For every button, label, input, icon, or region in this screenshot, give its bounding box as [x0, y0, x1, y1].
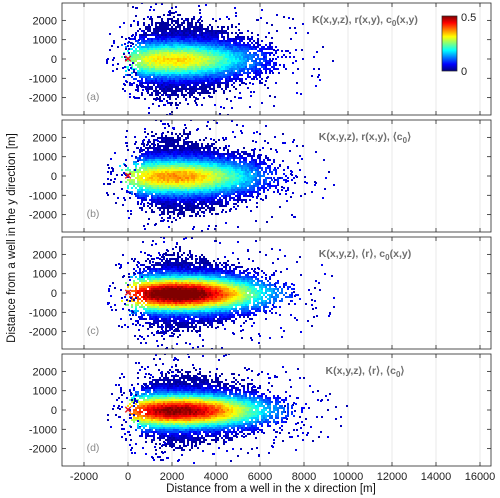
x-tick-label: 14000: [421, 471, 452, 483]
y-tick-label: 1000: [33, 152, 57, 164]
y-tick-label: 0: [51, 405, 57, 417]
well-marker: ×: [124, 285, 132, 300]
y-tick-label: -1000: [29, 190, 57, 202]
well-marker: ×: [124, 168, 132, 183]
y-tick-label: -2000: [29, 444, 57, 456]
y-tick-label: 0: [51, 54, 57, 66]
plume-heatmap: [107, 237, 335, 349]
y-tick-label: -2000: [29, 327, 57, 339]
y-tick-label: 1000: [33, 386, 57, 398]
x-tick-label: 16000: [465, 471, 496, 483]
panel-letter: (c): [87, 325, 99, 337]
y-tick-label: -2000: [29, 210, 57, 222]
x-axis-label: Distance from a well in the x direction …: [166, 483, 376, 495]
y-tick-label: 0: [51, 288, 57, 300]
colorbar-min-label: 0: [461, 66, 467, 78]
y-tick-label: -1000: [29, 307, 57, 319]
panel-c: × 2000 1000 0 -1000 -2000 K(x,y,z), ⟨r⟩, c0(x,…: [29, 236, 492, 350]
y-tick-label: 2000: [33, 366, 57, 378]
y-tick-label: 2000: [33, 15, 57, 27]
plume-heatmap: [107, 354, 348, 464]
y-tick-label: 2000: [33, 249, 57, 261]
panel-a: × 2000 1000 0 -1000 -2000 K(x,y,z), r(x,y), c0…: [29, 2, 492, 116]
x-tick-label: 12000: [377, 471, 408, 483]
colorbar-max-label: 0.5: [461, 12, 476, 24]
panel-letter: (d): [87, 442, 100, 454]
panel-title: K(x,y,z), r(x,y), c0(x,y): [312, 14, 418, 28]
y-tick-label: 0: [51, 171, 57, 183]
y-tick-label: -1000: [29, 424, 57, 436]
y-tick-label: 1000: [33, 269, 57, 281]
y-tick-label: 2000: [33, 132, 57, 144]
x-tick-label: 2000: [160, 471, 184, 483]
y-axis-label: Distance from a well in the y direction …: [6, 133, 18, 343]
well-marker: ×: [124, 51, 132, 66]
colorbar-scale: [441, 15, 458, 72]
x-tick-label: 4000: [204, 471, 228, 483]
y-tick-label: 1000: [33, 35, 57, 47]
plume-heatmap: [103, 120, 335, 232]
panel-b: × 2000 1000 0 -1000 -2000 K(x,y,z), r(x,y), ⟨c…: [29, 119, 492, 233]
panel-title: K(x,y,z), ⟨r⟩, c0(x,y): [319, 248, 411, 262]
x-tick-label: 0: [125, 471, 131, 483]
y-tick-label: -1000: [29, 73, 57, 85]
panel-letter: (a): [87, 91, 100, 103]
x-tick-label: 6000: [248, 471, 272, 483]
colorbar: 0.50: [441, 12, 476, 78]
well-marker: ×: [124, 402, 132, 417]
panel-title: K(x,y,z), r(x,y), ⟨c0⟩: [319, 131, 411, 145]
panel-title: K(x,y,z), ⟨r⟩, ⟨c0⟩: [325, 365, 404, 379]
x-tick-label: 8000: [292, 471, 316, 483]
y-tick-label: -2000: [29, 93, 57, 105]
x-tick-label: 10000: [333, 471, 364, 483]
x-tick-label: -2000: [70, 471, 98, 483]
panel-letter: (b): [87, 208, 100, 220]
plume-heatmap: [106, 3, 334, 115]
